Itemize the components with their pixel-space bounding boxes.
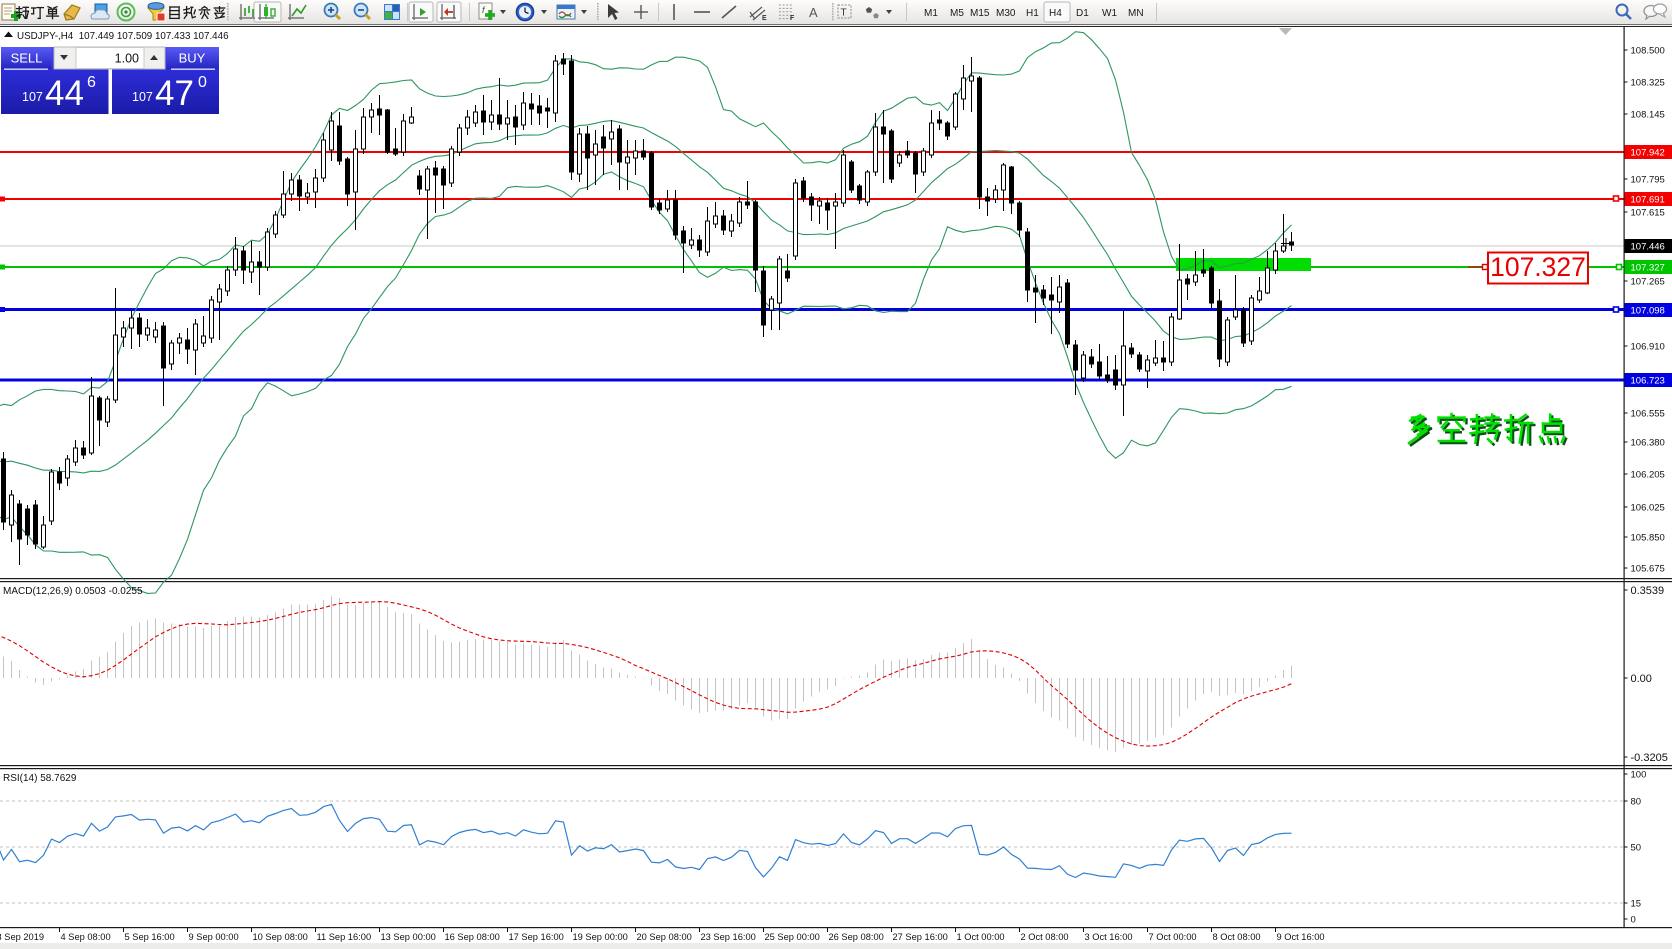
svg-text:2 Oct 08:00: 2 Oct 08:00 [1021, 932, 1069, 942]
svg-text:19 Sep 00:00: 19 Sep 00:00 [573, 932, 628, 942]
svg-text:0: 0 [1631, 915, 1636, 926]
svg-text:f: f [482, 5, 486, 15]
svg-text:6: 6 [87, 74, 96, 91]
svg-text:105.675: 105.675 [1631, 564, 1665, 575]
svg-text:BUY: BUY [179, 51, 206, 66]
svg-text:11 Sep 16:00: 11 Sep 16:00 [317, 932, 372, 942]
svg-text:H1: H1 [1026, 8, 1039, 19]
svg-text:50: 50 [1631, 843, 1642, 854]
svg-text:8 Oct 08:00: 8 Oct 08:00 [1213, 932, 1261, 942]
svg-text:3 Sep 2019: 3 Sep 2019 [0, 932, 44, 942]
svg-text:26 Sep 08:00: 26 Sep 08:00 [829, 932, 884, 942]
svg-text:T: T [841, 8, 847, 19]
svg-text:0.00: 0.00 [1631, 673, 1652, 685]
svg-text:E: E [762, 15, 767, 22]
svg-text:7 Oct 00:00: 7 Oct 00:00 [1149, 932, 1197, 942]
svg-text:0.3539: 0.3539 [1631, 585, 1665, 597]
svg-text:107: 107 [132, 90, 153, 104]
svg-text:17 Sep 16:00: 17 Sep 16:00 [509, 932, 564, 942]
svg-text:107.795: 107.795 [1631, 175, 1665, 186]
svg-text:1 Oct 00:00: 1 Oct 00:00 [957, 932, 1005, 942]
svg-text:0: 0 [198, 74, 207, 91]
svg-text:23 Sep 16:00: 23 Sep 16:00 [701, 932, 756, 942]
svg-text:107.446: 107.446 [1631, 242, 1665, 253]
svg-text:15: 15 [1631, 899, 1642, 910]
svg-text:M30: M30 [996, 8, 1016, 19]
svg-text:20 Sep 08:00: 20 Sep 08:00 [637, 932, 692, 942]
svg-text:107.327: 107.327 [1631, 263, 1665, 274]
svg-text:107.098: 107.098 [1631, 306, 1665, 317]
svg-text:44: 44 [45, 74, 84, 113]
svg-text:9 Sep 00:00: 9 Sep 00:00 [189, 932, 239, 942]
svg-text:80: 80 [1631, 797, 1642, 808]
svg-text:MACD(12,26,9) 0.0503 -0.0255: MACD(12,26,9) 0.0503 -0.0255 [3, 586, 143, 597]
svg-text:-0.3205: -0.3205 [1631, 752, 1668, 764]
svg-text:M5: M5 [950, 8, 964, 19]
svg-text:RSI(14) 58.7629: RSI(14) 58.7629 [3, 773, 77, 784]
svg-text:100: 100 [1631, 770, 1647, 781]
svg-text:4 Sep 08:00: 4 Sep 08:00 [61, 932, 111, 942]
svg-text:106.910: 106.910 [1631, 342, 1665, 353]
svg-text:9 Oct 16:00: 9 Oct 16:00 [1277, 932, 1325, 942]
svg-text:USDJPY-,H4 107.449 107.509 10: USDJPY-,H4 107.449 107.509 107.433 107.4… [17, 31, 229, 42]
svg-text:106.380: 106.380 [1631, 438, 1665, 449]
svg-text:SELL: SELL [11, 51, 43, 66]
svg-text:106.555: 106.555 [1631, 409, 1665, 420]
svg-text:106.025: 106.025 [1631, 503, 1665, 514]
svg-text:47: 47 [155, 74, 194, 113]
svg-text:16 Sep 08:00: 16 Sep 08:00 [445, 932, 500, 942]
svg-text:M15: M15 [970, 8, 990, 19]
svg-text:5 Sep 16:00: 5 Sep 16:00 [125, 932, 175, 942]
svg-text:A: A [809, 5, 818, 20]
svg-text:27 Sep 16:00: 27 Sep 16:00 [893, 932, 948, 942]
svg-text:107.615: 107.615 [1631, 208, 1665, 219]
svg-text:1.00: 1.00 [115, 52, 139, 66]
svg-text:3 Oct 16:00: 3 Oct 16:00 [1085, 932, 1133, 942]
svg-text:107.265: 107.265 [1631, 277, 1665, 288]
svg-text:F: F [790, 15, 795, 22]
svg-text:13 Sep 00:00: 13 Sep 00:00 [381, 932, 436, 942]
svg-text:108.145: 108.145 [1631, 110, 1665, 121]
svg-text:106.723: 106.723 [1631, 376, 1665, 387]
svg-text:W1: W1 [1102, 8, 1117, 19]
svg-text:106.205: 106.205 [1631, 470, 1665, 481]
svg-text:107.691: 107.691 [1631, 195, 1665, 206]
svg-text:105.850: 105.850 [1631, 533, 1665, 544]
svg-text:107: 107 [22, 90, 43, 104]
svg-text:107.942: 107.942 [1631, 148, 1665, 159]
svg-text:108.325: 108.325 [1631, 78, 1665, 89]
svg-text:108.500: 108.500 [1631, 46, 1665, 57]
svg-text:M1: M1 [924, 8, 938, 19]
svg-text:10 Sep 08:00: 10 Sep 08:00 [253, 932, 308, 942]
svg-text:H4: H4 [1049, 8, 1062, 19]
svg-text:25 Sep 00:00: 25 Sep 00:00 [765, 932, 820, 942]
svg-text:107.327: 107.327 [1490, 252, 1586, 282]
svg-text:MN: MN [1128, 8, 1144, 19]
svg-text:D1: D1 [1076, 8, 1089, 19]
